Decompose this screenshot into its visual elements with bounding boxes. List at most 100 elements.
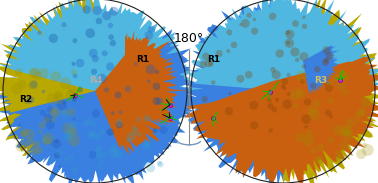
Circle shape	[281, 78, 288, 85]
Circle shape	[99, 129, 105, 135]
Circle shape	[59, 77, 71, 89]
Circle shape	[251, 27, 258, 35]
Circle shape	[99, 159, 104, 165]
Circle shape	[325, 110, 332, 116]
Polygon shape	[7, 42, 195, 183]
Circle shape	[92, 109, 100, 117]
Circle shape	[362, 144, 374, 156]
Circle shape	[56, 150, 62, 156]
Circle shape	[157, 161, 162, 166]
Circle shape	[285, 30, 290, 35]
Circle shape	[305, 130, 313, 138]
Circle shape	[282, 100, 292, 109]
Circle shape	[96, 145, 102, 152]
Circle shape	[110, 145, 118, 153]
Circle shape	[68, 127, 78, 136]
Circle shape	[38, 122, 46, 129]
Circle shape	[61, 22, 67, 27]
Circle shape	[310, 83, 316, 89]
Circle shape	[64, 133, 73, 142]
Circle shape	[296, 70, 307, 82]
Polygon shape	[0, 0, 204, 91]
Circle shape	[59, 165, 62, 168]
Circle shape	[110, 7, 119, 16]
Circle shape	[146, 64, 155, 74]
Circle shape	[68, 135, 80, 146]
Circle shape	[45, 120, 55, 130]
Circle shape	[152, 128, 157, 133]
Circle shape	[107, 128, 114, 136]
Circle shape	[339, 126, 350, 137]
Circle shape	[136, 117, 141, 122]
Circle shape	[142, 160, 150, 168]
Circle shape	[327, 98, 334, 104]
Circle shape	[143, 139, 151, 147]
Circle shape	[69, 89, 78, 98]
Circle shape	[20, 128, 29, 136]
Circle shape	[87, 131, 94, 139]
Circle shape	[54, 91, 62, 99]
Circle shape	[40, 110, 46, 116]
Circle shape	[42, 90, 45, 93]
Circle shape	[314, 66, 321, 72]
Circle shape	[25, 139, 34, 148]
Circle shape	[15, 141, 26, 152]
Circle shape	[310, 148, 316, 154]
Text: R1: R1	[136, 55, 149, 64]
Circle shape	[285, 30, 294, 39]
Circle shape	[335, 150, 346, 161]
Circle shape	[281, 85, 285, 89]
Circle shape	[55, 140, 58, 143]
Circle shape	[304, 125, 308, 129]
Circle shape	[89, 151, 97, 159]
Circle shape	[111, 111, 115, 115]
Circle shape	[202, 53, 210, 60]
Circle shape	[53, 93, 64, 104]
Circle shape	[362, 143, 367, 148]
Circle shape	[29, 68, 38, 77]
Circle shape	[204, 59, 212, 67]
Circle shape	[159, 126, 167, 134]
Circle shape	[62, 110, 66, 114]
Circle shape	[246, 13, 252, 18]
Circle shape	[215, 50, 223, 57]
Polygon shape	[184, 57, 378, 183]
Circle shape	[126, 132, 135, 141]
Circle shape	[275, 98, 279, 102]
Circle shape	[322, 59, 329, 66]
Circle shape	[89, 130, 96, 137]
Circle shape	[300, 79, 305, 84]
Circle shape	[71, 70, 77, 75]
Circle shape	[146, 164, 155, 172]
Circle shape	[158, 162, 164, 167]
Polygon shape	[0, 0, 95, 164]
Circle shape	[64, 157, 69, 162]
Polygon shape	[178, 0, 283, 183]
Circle shape	[155, 97, 163, 105]
Circle shape	[355, 117, 360, 122]
Circle shape	[324, 58, 329, 64]
Circle shape	[143, 142, 151, 150]
Circle shape	[302, 24, 307, 29]
Circle shape	[77, 87, 83, 93]
Circle shape	[226, 49, 230, 53]
Circle shape	[29, 81, 37, 89]
Circle shape	[296, 132, 306, 143]
Circle shape	[47, 106, 53, 113]
Circle shape	[72, 167, 78, 173]
Circle shape	[315, 156, 324, 165]
Circle shape	[148, 26, 155, 33]
Circle shape	[147, 79, 150, 83]
Circle shape	[85, 28, 95, 38]
Circle shape	[275, 49, 284, 58]
Circle shape	[356, 149, 366, 159]
Circle shape	[332, 125, 344, 136]
Circle shape	[71, 62, 76, 66]
Circle shape	[290, 47, 300, 57]
Circle shape	[326, 52, 334, 60]
Circle shape	[72, 118, 76, 121]
Circle shape	[337, 155, 343, 161]
Circle shape	[60, 110, 69, 119]
Circle shape	[287, 73, 291, 77]
Circle shape	[96, 153, 102, 160]
